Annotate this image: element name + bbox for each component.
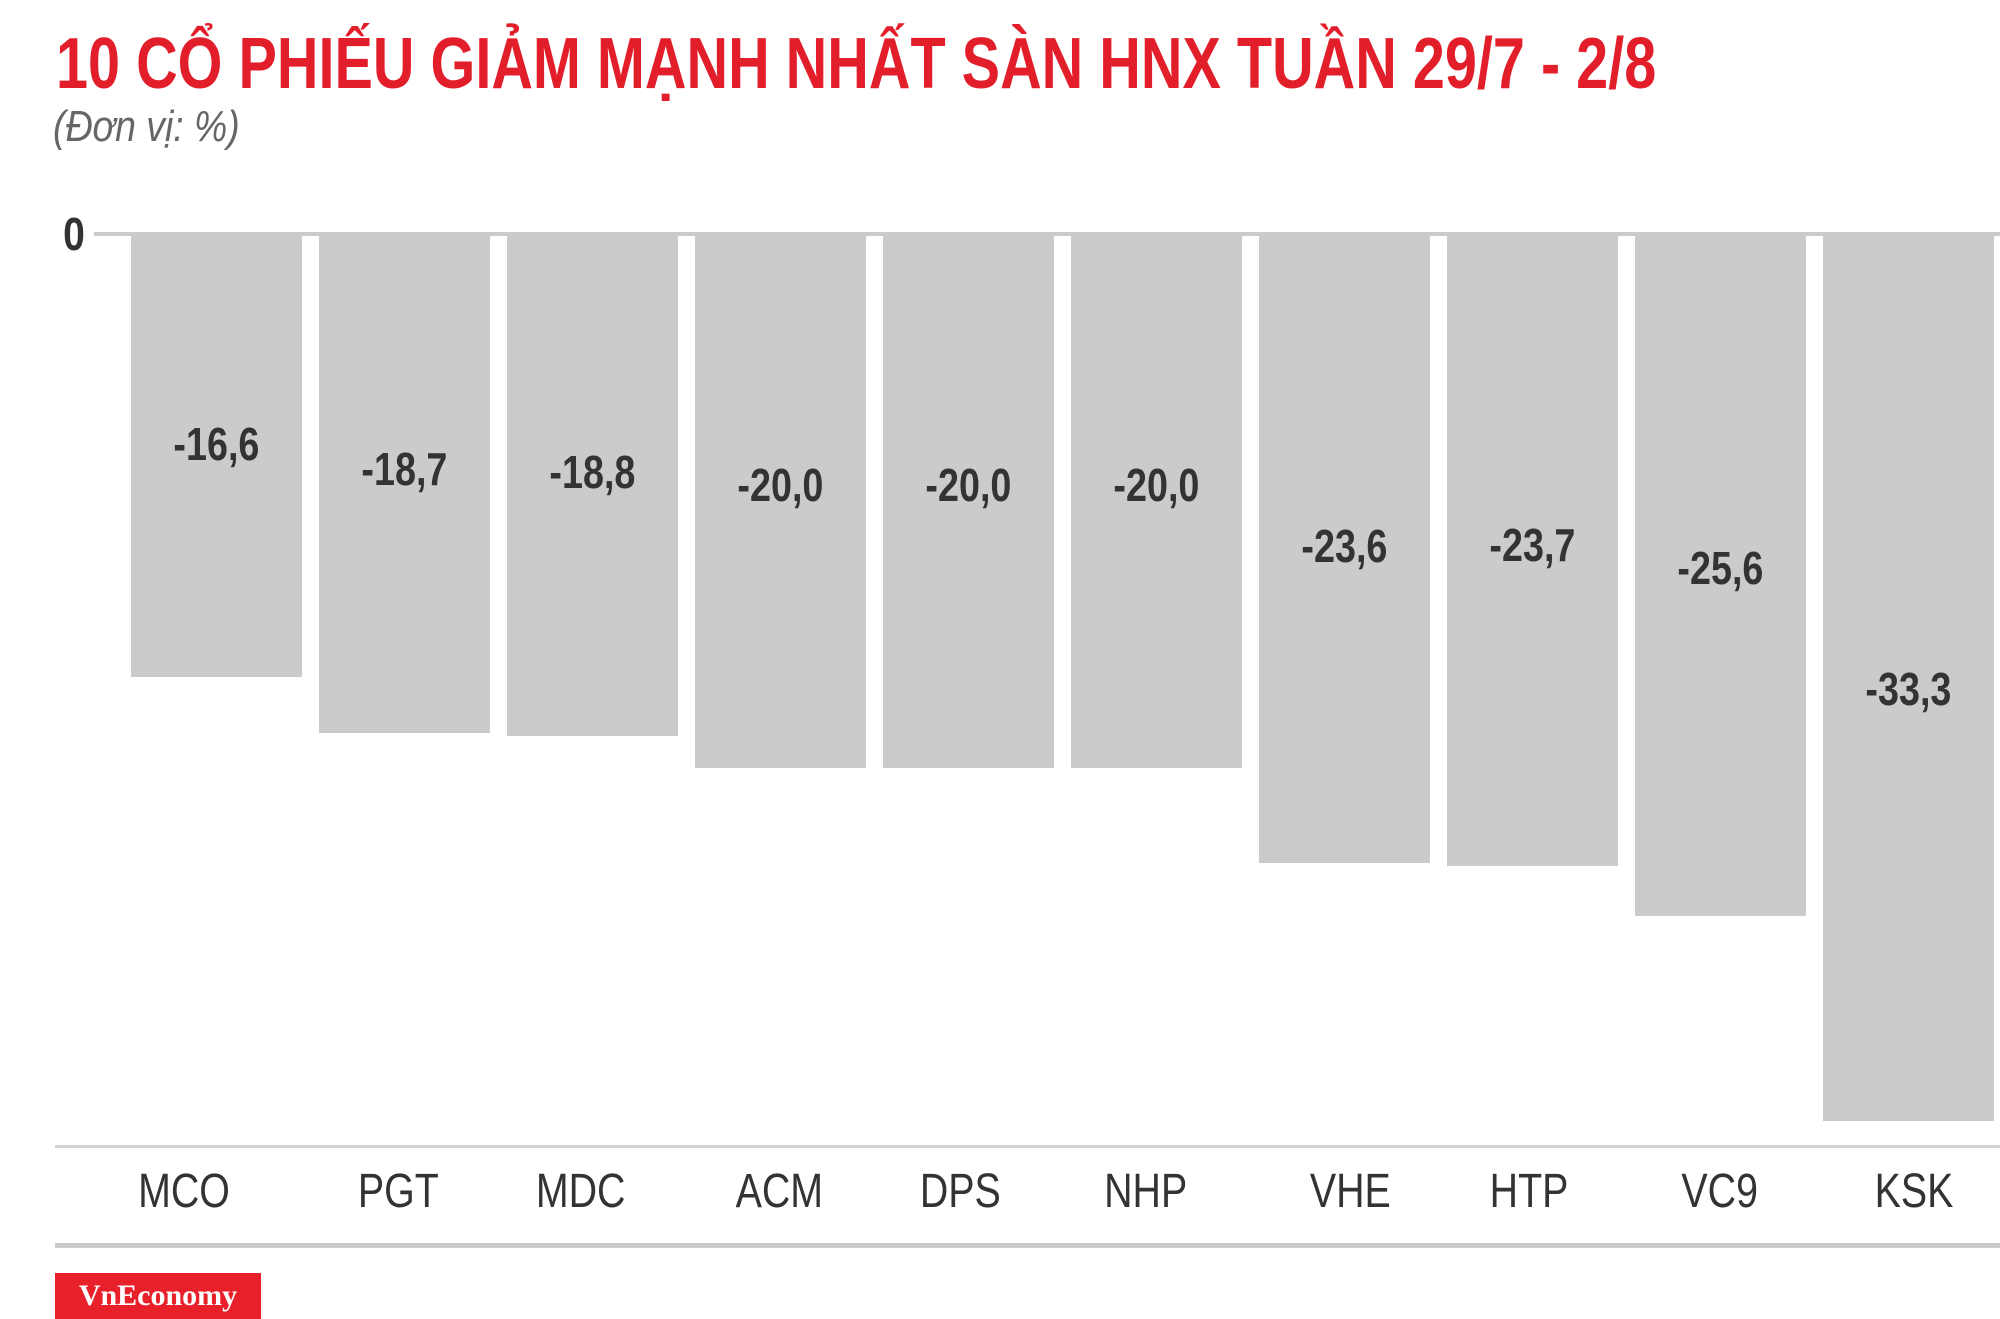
bar-value-label: -23,6 (1259, 523, 1430, 569)
bar-value-label: -16,6 (131, 421, 302, 467)
y-axis-zero-label: 0 (63, 208, 85, 260)
zero-baseline (94, 232, 2000, 236)
category-label-pgt: PGT (298, 1166, 498, 1218)
bar-pgt (319, 236, 490, 734)
bar-value-text: -20,0 (925, 459, 1012, 511)
bar-value-text: -18,7 (361, 443, 448, 495)
bar-acm (695, 236, 866, 768)
bar-value-text: -16,6 (173, 418, 260, 470)
bar-value-label: -20,0 (695, 462, 866, 508)
bar-ksk (1823, 236, 1994, 1122)
bar-dps (883, 236, 1054, 768)
bar-vhe (1259, 236, 1430, 864)
bar-value-label: -18,8 (507, 449, 678, 495)
category-label-vhe: VHE (1250, 1166, 1450, 1218)
bottom-divider (55, 1243, 2000, 1248)
category-label-text: KSK (1874, 1165, 1954, 1218)
bar-value-text: -20,0 (1113, 459, 1200, 511)
category-label-text: DPS (919, 1165, 1001, 1218)
vneconomy-logo: VnEconomy (55, 1273, 261, 1319)
bar-value-text: -23,6 (1301, 520, 1388, 572)
bar-value-text: -18,8 (549, 446, 636, 498)
category-label-text: NHP (1104, 1165, 1188, 1218)
chart-title: 10 CỔ PHIẾU GIẢM MẠNH NHẤT SÀN HNX TUẦN … (56, 24, 1657, 104)
category-label-text: MDC (536, 1165, 626, 1218)
bar-nhp (1071, 236, 1242, 768)
bar-value-label: -20,0 (1071, 462, 1242, 508)
bar-value-text: -23,7 (1489, 519, 1576, 571)
category-label-dps: DPS (860, 1166, 1060, 1218)
bar-value-text: -33,3 (1865, 663, 1952, 715)
bar-value-label: -33,3 (1823, 666, 1994, 712)
category-label-text: ACM (735, 1165, 823, 1218)
category-label-mco: MCO (84, 1166, 284, 1218)
category-label-text: HTP (1489, 1165, 1569, 1218)
bar-mdc (507, 236, 678, 736)
bar-value-label: -20,0 (883, 462, 1054, 508)
category-label-nhp: NHP (1046, 1166, 1246, 1218)
category-label-vc9: VC9 (1620, 1166, 1820, 1218)
category-label-htp: HTP (1429, 1166, 1629, 1218)
bar-value-label: -18,7 (319, 446, 490, 492)
bar-htp (1447, 236, 1618, 866)
category-label-text: PGT (357, 1165, 439, 1218)
category-label-ksk: KSK (1814, 1166, 2000, 1218)
bar-value-label: -23,7 (1447, 522, 1618, 568)
category-label-mdc: MDC (481, 1166, 681, 1218)
category-label-acm: ACM (679, 1166, 879, 1218)
category-axis-line (55, 1145, 2000, 1148)
bar-value-label: -25,6 (1635, 545, 1806, 591)
category-label-text: VHE (1309, 1165, 1391, 1218)
bar-value-text: -20,0 (737, 459, 824, 511)
bar-value-text: -25,6 (1677, 542, 1764, 594)
bar-vc9 (1635, 236, 1806, 917)
chart-subtitle-unit: (Đơn vị: %) (53, 102, 240, 151)
bar-mco (131, 236, 302, 678)
category-label-text: MCO (138, 1165, 230, 1218)
category-label-text: VC9 (1681, 1165, 1759, 1218)
